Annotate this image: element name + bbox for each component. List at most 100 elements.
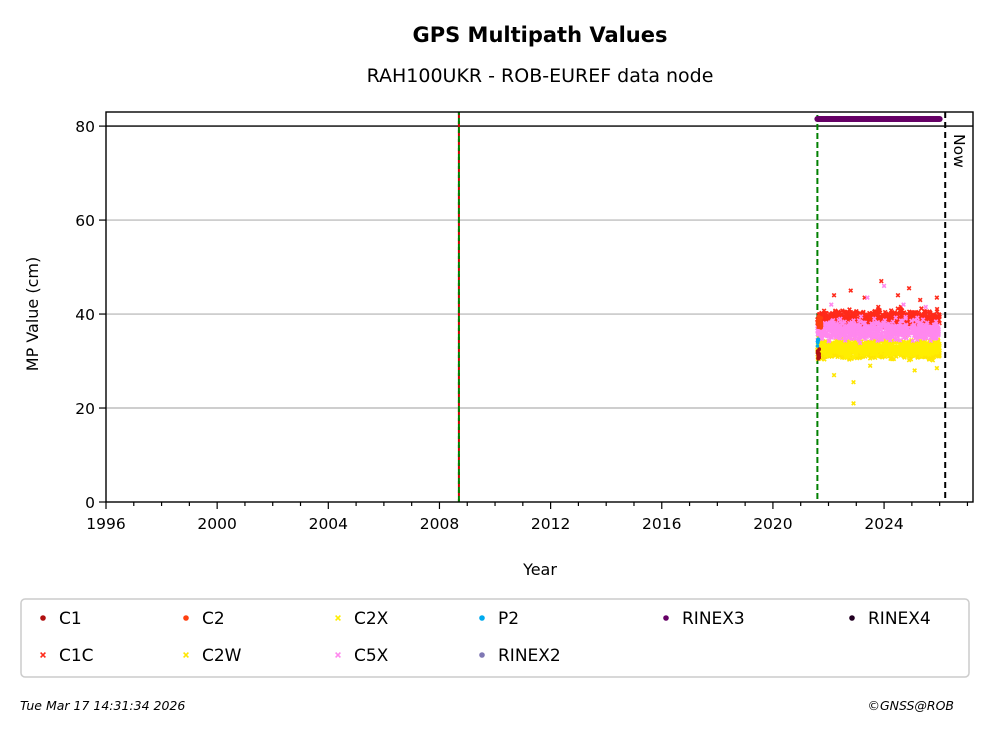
legend-marker-rinex2: [479, 652, 485, 658]
point-c2x: [920, 345, 926, 350]
point-c2x: [902, 346, 907, 352]
point-c2x: [886, 343, 892, 348]
point-c1c: [870, 313, 876, 319]
legend-item-c1: C1: [40, 609, 82, 629]
point-c2x: [846, 349, 852, 354]
point-c2x: [875, 343, 880, 349]
point-c5x: [873, 333, 879, 338]
point-c2x: [822, 350, 828, 356]
point-c5x: [883, 331, 889, 337]
point-c1c: [926, 316, 931, 321]
point-c1c: [909, 310, 914, 316]
point-c5x: [893, 331, 898, 337]
series-c2x: [815, 333, 942, 360]
x-tick-label: 2020: [753, 515, 792, 533]
legend-marker-c1: [40, 615, 46, 621]
outlier-c2w: [851, 400, 856, 406]
point-c5x: [879, 336, 885, 342]
point-c5x: [820, 328, 826, 333]
legend-label: C1: [59, 609, 82, 629]
legend-frame: [20, 598, 970, 678]
point-c2x: [918, 341, 924, 346]
legend-label: C1C: [59, 646, 94, 666]
point-c5x: [915, 315, 920, 321]
point-c5x: [856, 338, 862, 343]
point-c2: [819, 320, 824, 325]
legend-item-c1c: C1C: [40, 646, 94, 666]
x-tick-label: 2008: [420, 515, 459, 533]
outlier-c5x: [828, 302, 834, 308]
outlier-c2w: [934, 365, 940, 371]
point-c5x: [909, 318, 914, 324]
point-p2: [816, 337, 821, 342]
point-c1c: [929, 315, 935, 321]
point-c5x: [864, 334, 870, 340]
point-c2x: [904, 351, 910, 357]
point-c5x: [920, 317, 926, 322]
point-c2x: [832, 346, 838, 352]
point-c5x: [848, 323, 854, 328]
x-tick-label: 2016: [642, 515, 681, 533]
outlier-c2w: [867, 363, 873, 369]
point-c5x: [815, 328, 820, 334]
legend-item-rinex4: RINEX4: [849, 609, 931, 629]
point-c5x: [828, 325, 833, 330]
point-c2w: [930, 357, 936, 363]
outlier-c5x: [923, 304, 929, 310]
point-c5x: [898, 318, 904, 324]
point-c5x: [910, 338, 916, 344]
point-c2x: [918, 353, 924, 358]
legend-label: P2: [498, 609, 519, 629]
point-c5x: [838, 316, 843, 322]
point-c5x: [856, 331, 862, 337]
point-c5x: [904, 335, 909, 341]
legend-marker-rinex4: [849, 615, 855, 621]
point-c5x: [826, 338, 832, 343]
point-c5x: [861, 320, 866, 326]
y-tick-label: 20: [75, 400, 95, 418]
point-c1c: [908, 314, 914, 320]
legend-marker-c5x: [335, 652, 341, 658]
plot-frame: [105, 111, 974, 503]
point-c5x: [893, 315, 899, 321]
point-c2x: [838, 350, 843, 356]
point-c5x: [878, 323, 884, 328]
series-c2: [815, 314, 824, 330]
point-c2x: [888, 346, 894, 351]
series-c5x: [815, 283, 942, 346]
point-c1c: [840, 308, 845, 313]
point-c5x: [890, 319, 896, 325]
point-c5x: [856, 317, 862, 323]
point-c2x: [867, 343, 873, 349]
point-c2x: [826, 351, 832, 357]
x-tick-label: 2004: [309, 515, 348, 533]
point-c5x: [897, 337, 903, 343]
point-c1c: [878, 316, 884, 321]
point-c5x: [839, 328, 845, 333]
point-c1c: [850, 312, 856, 317]
x-axis-ticks: 1996 2000 2004 2008 2012 2016 2020 2024: [86, 502, 969, 533]
outlier-c1c: [917, 297, 923, 303]
point-c5x: [931, 322, 937, 328]
point-c5x: [858, 314, 864, 319]
point-c5x: [935, 322, 941, 328]
point-c5x: [898, 327, 904, 333]
x-tick-label: 2000: [197, 515, 236, 533]
y-axis-label: MP Value (cm): [23, 257, 42, 371]
outlier-c1c: [906, 285, 912, 291]
y-axis-ticks: 0 20 40 60 80: [75, 118, 106, 512]
point-c1c: [823, 310, 829, 316]
point-c1: [817, 352, 822, 356]
point-c1: [815, 349, 820, 353]
point-c5x: [849, 319, 855, 325]
point-c2x: [895, 351, 901, 357]
point-c2w: [891, 356, 897, 362]
legend-label: RINEX2: [498, 646, 561, 666]
point-c5x: [893, 323, 899, 329]
point-c5x: [858, 323, 863, 329]
legend-label: C2: [202, 609, 225, 629]
point-c2x: [883, 346, 888, 352]
point-c5x: [836, 335, 842, 340]
chart-title: GPS Multipath Values: [412, 23, 667, 47]
point-c1c: [876, 308, 882, 314]
